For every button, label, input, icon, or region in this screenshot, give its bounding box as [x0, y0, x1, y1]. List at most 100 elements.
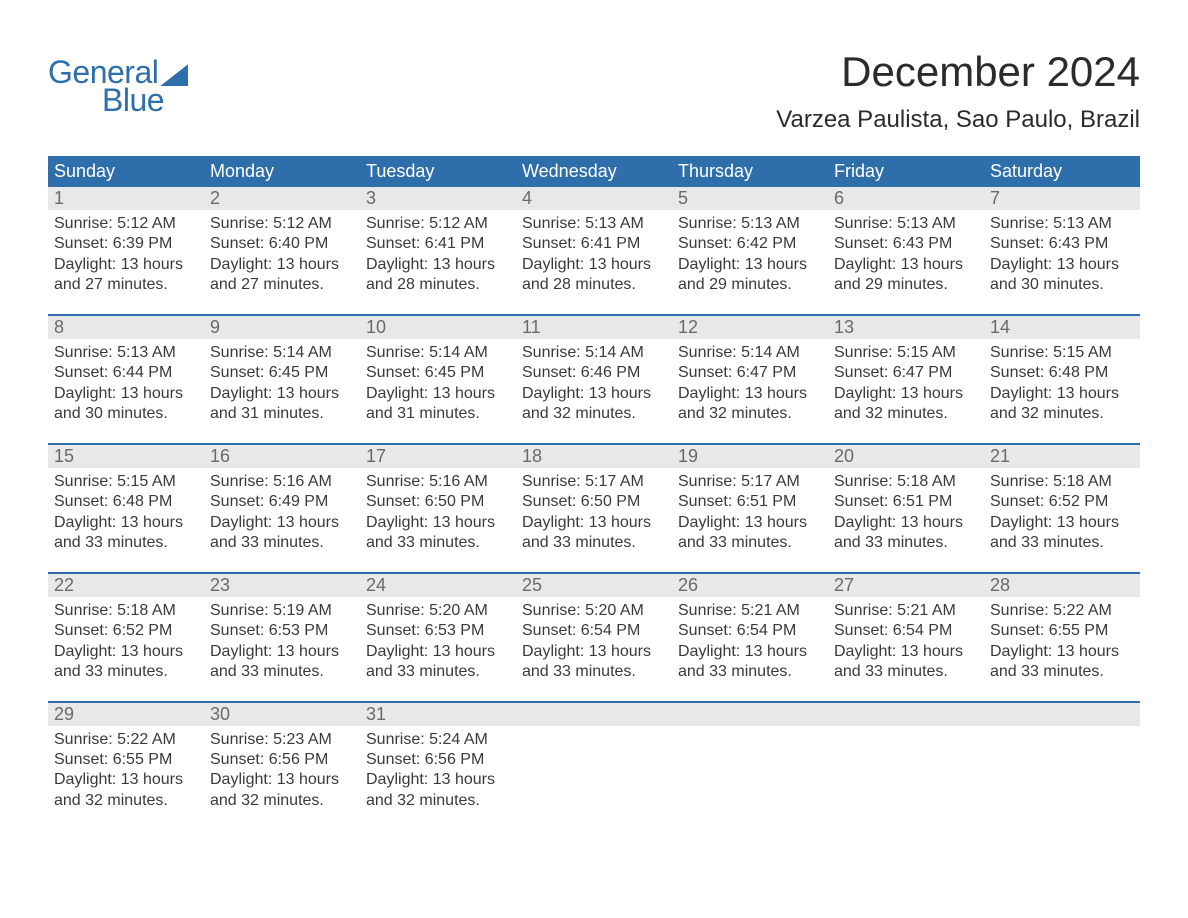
day-number-bar: 23 [204, 574, 360, 597]
sunset-line: Sunset: 6:51 PM [834, 492, 978, 512]
sunset-line: Sunset: 6:50 PM [522, 492, 666, 512]
day-body: Sunrise: 5:17 AMSunset: 6:50 PMDaylight:… [516, 468, 672, 554]
dow-tuesday: Tuesday [360, 156, 516, 187]
header: General Blue December 2024 Varzea Paulis… [48, 48, 1140, 148]
sunrise-line: Sunrise: 5:13 AM [522, 214, 666, 234]
day-number-bar: 25 [516, 574, 672, 597]
sunrise-line: Sunrise: 5:14 AM [522, 343, 666, 363]
day-cell: 21Sunrise: 5:18 AMSunset: 6:52 PMDayligh… [984, 445, 1140, 554]
day-number: 2 [210, 188, 220, 208]
week-row: 22Sunrise: 5:18 AMSunset: 6:52 PMDayligh… [48, 572, 1140, 683]
day-number: 21 [990, 446, 1010, 466]
day-cell: 24Sunrise: 5:20 AMSunset: 6:53 PMDayligh… [360, 574, 516, 683]
day-number: 26 [678, 575, 698, 595]
sunrise-line: Sunrise: 5:18 AM [54, 601, 198, 621]
day-body: Sunrise: 5:14 AMSunset: 6:46 PMDaylight:… [516, 339, 672, 425]
sunset-line: Sunset: 6:43 PM [834, 234, 978, 254]
day-cell: 27Sunrise: 5:21 AMSunset: 6:54 PMDayligh… [828, 574, 984, 683]
day-number-bar: 12 [672, 316, 828, 339]
day-number-bar: 3 [360, 187, 516, 210]
day-number-bar: 4 [516, 187, 672, 210]
sunset-line: Sunset: 6:56 PM [366, 750, 510, 770]
sunrise-line: Sunrise: 5:16 AM [210, 472, 354, 492]
day-number: 17 [366, 446, 386, 466]
daylight-line: Daylight: 13 hours and 29 minutes. [678, 255, 822, 296]
day-cell: 8Sunrise: 5:13 AMSunset: 6:44 PMDaylight… [48, 316, 204, 425]
day-empty: . [828, 703, 984, 812]
day-body: Sunrise: 5:18 AMSunset: 6:52 PMDaylight:… [984, 468, 1140, 554]
sunrise-line: Sunrise: 5:22 AM [54, 730, 198, 750]
daylight-line: Daylight: 13 hours and 33 minutes. [210, 513, 354, 554]
day-number-bar: 1 [48, 187, 204, 210]
day-number: 22 [54, 575, 74, 595]
sunset-line: Sunset: 6:39 PM [54, 234, 198, 254]
day-number: 3 [366, 188, 376, 208]
sunset-line: Sunset: 6:44 PM [54, 363, 198, 383]
sunset-line: Sunset: 6:48 PM [990, 363, 1134, 383]
sunrise-line: Sunrise: 5:14 AM [678, 343, 822, 363]
sunrise-line: Sunrise: 5:21 AM [678, 601, 822, 621]
sunrise-line: Sunrise: 5:13 AM [834, 214, 978, 234]
daylight-line: Daylight: 13 hours and 33 minutes. [834, 642, 978, 683]
sunrise-line: Sunrise: 5:20 AM [366, 601, 510, 621]
day-number: 20 [834, 446, 854, 466]
sunrise-line: Sunrise: 5:14 AM [210, 343, 354, 363]
day-number-bar: 18 [516, 445, 672, 468]
daylight-line: Daylight: 13 hours and 28 minutes. [522, 255, 666, 296]
sunset-line: Sunset: 6:56 PM [210, 750, 354, 770]
day-number: 7 [990, 188, 1000, 208]
day-number-bar: 13 [828, 316, 984, 339]
day-number: 30 [210, 704, 230, 724]
month-title: December 2024 [776, 48, 1140, 96]
day-number: 6 [834, 188, 844, 208]
sunrise-line: Sunrise: 5:21 AM [834, 601, 978, 621]
daylight-line: Daylight: 13 hours and 32 minutes. [990, 384, 1134, 425]
day-number: 8 [54, 317, 64, 337]
day-cell: 18Sunrise: 5:17 AMSunset: 6:50 PMDayligh… [516, 445, 672, 554]
day-number-bar: 22 [48, 574, 204, 597]
day-number: 15 [54, 446, 74, 466]
day-cell: 20Sunrise: 5:18 AMSunset: 6:51 PMDayligh… [828, 445, 984, 554]
day-cell: 11Sunrise: 5:14 AMSunset: 6:46 PMDayligh… [516, 316, 672, 425]
day-cell: 1 Sunrise: 5:12 AMSunset: 6:39 PMDaylight… [48, 187, 204, 296]
daylight-line: Daylight: 13 hours and 30 minutes. [990, 255, 1134, 296]
day-body: Sunrise: 5:20 AMSunset: 6:53 PMDaylight:… [360, 597, 516, 683]
sunrise-line: Sunrise: 5:12 AM [366, 214, 510, 234]
day-number-bar: 11 [516, 316, 672, 339]
sunset-line: Sunset: 6:53 PM [210, 621, 354, 641]
day-number: 27 [834, 575, 854, 595]
daylight-line: Daylight: 13 hours and 33 minutes. [54, 513, 198, 554]
day-body: Sunrise: 5:21 AMSunset: 6:54 PMDaylight:… [828, 597, 984, 683]
sunset-line: Sunset: 6:47 PM [834, 363, 978, 383]
day-empty: . [672, 703, 828, 812]
sunset-line: Sunset: 6:52 PM [990, 492, 1134, 512]
brand-logo: General Blue [48, 48, 188, 116]
day-body: Sunrise: 5:15 AMSunset: 6:48 PMDaylight:… [984, 339, 1140, 425]
daylight-line: Daylight: 13 hours and 33 minutes. [366, 642, 510, 683]
day-empty: . [984, 703, 1140, 812]
sunrise-line: Sunrise: 5:12 AM [54, 214, 198, 234]
day-cell: 13Sunrise: 5:15 AMSunset: 6:47 PMDayligh… [828, 316, 984, 425]
day-body: Sunrise: 5:13 AMSunset: 6:41 PMDaylight:… [516, 210, 672, 296]
daylight-line: Daylight: 13 hours and 27 minutes. [54, 255, 198, 296]
daylight-line: Daylight: 13 hours and 33 minutes. [678, 513, 822, 554]
day-cell: 3Sunrise: 5:12 AMSunset: 6:41 PMDaylight… [360, 187, 516, 296]
sunrise-line: Sunrise: 5:22 AM [990, 601, 1134, 621]
daylight-line: Daylight: 13 hours and 29 minutes. [834, 255, 978, 296]
sunrise-line: Sunrise: 5:17 AM [678, 472, 822, 492]
day-number-bar: 9 [204, 316, 360, 339]
sunrise-line: Sunrise: 5:15 AM [990, 343, 1134, 363]
day-number-bar: 29 [48, 703, 204, 726]
day-body: Sunrise: 5:14 AMSunset: 6:45 PMDaylight:… [360, 339, 516, 425]
dow-saturday: Saturday [984, 156, 1140, 187]
day-body: Sunrise: 5:15 AMSunset: 6:47 PMDaylight:… [828, 339, 984, 425]
day-number: 25 [522, 575, 542, 595]
sunset-line: Sunset: 6:40 PM [210, 234, 354, 254]
day-body: Sunrise: 5:12 AMSunset: 6:40 PMDaylight:… [204, 210, 360, 296]
day-cell: 28Sunrise: 5:22 AMSunset: 6:55 PMDayligh… [984, 574, 1140, 683]
day-empty: . [516, 703, 672, 812]
daylight-line: Daylight: 13 hours and 33 minutes. [990, 642, 1134, 683]
sunrise-line: Sunrise: 5:23 AM [210, 730, 354, 750]
day-cell: 29Sunrise: 5:22 AMSunset: 6:55 PMDayligh… [48, 703, 204, 812]
daylight-line: Daylight: 13 hours and 32 minutes. [522, 384, 666, 425]
